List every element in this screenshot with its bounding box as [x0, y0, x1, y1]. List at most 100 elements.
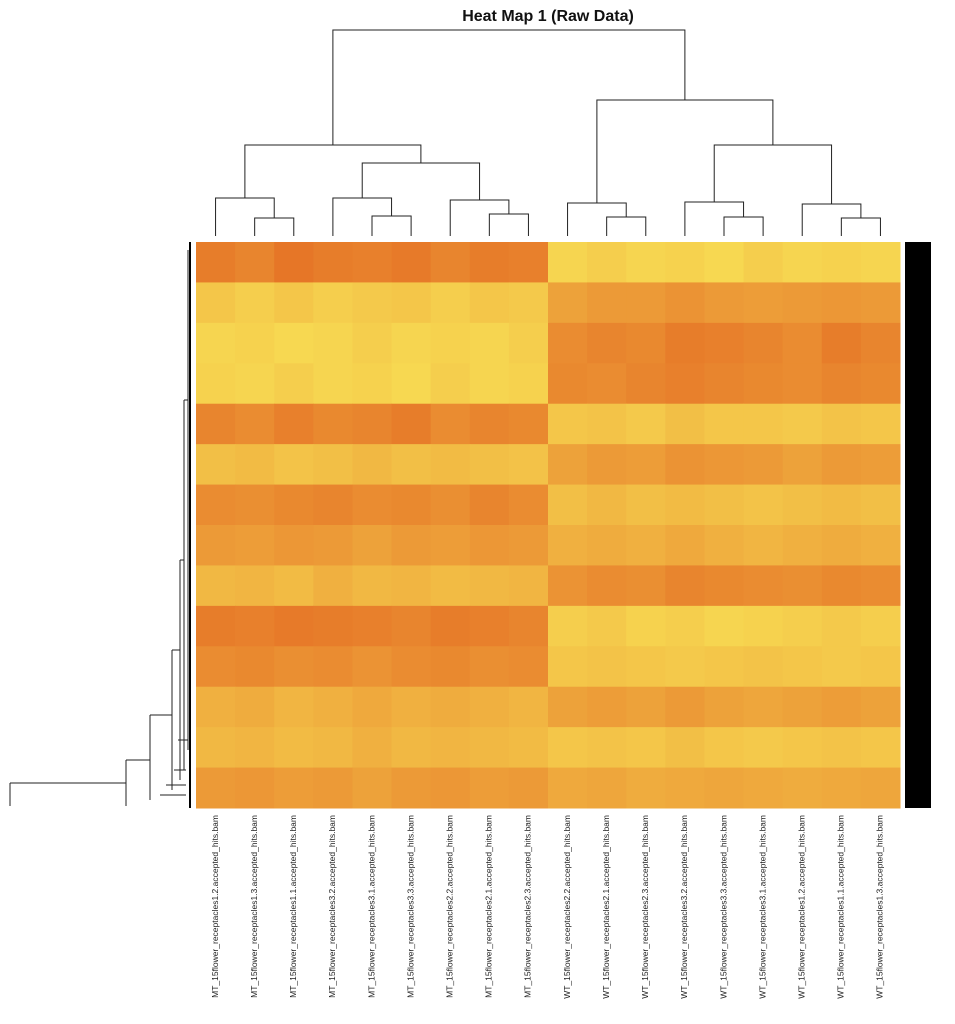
column-label: MT_15flower_receptacles3.1.accepted_hits… [366, 815, 376, 998]
heatmap-cell [548, 363, 588, 405]
heatmap-cell [469, 403, 510, 445]
heatmap-cell [548, 484, 588, 526]
heatmap-cell [235, 605, 275, 647]
column-labels: MT_15flower_receptacles1.2.accepted_hits… [210, 815, 885, 999]
heatmap-cell [508, 403, 549, 445]
heatmap-cell [391, 767, 432, 809]
heatmap-cell [626, 646, 666, 688]
heatmap-cell [508, 525, 549, 566]
heatmap-cell [743, 525, 784, 566]
heatmap-cell [352, 403, 393, 445]
heatmap-cell [548, 322, 588, 364]
heatmap-cell [274, 525, 314, 566]
heatmap-cell [235, 242, 275, 283]
heatmap-cell [430, 525, 471, 566]
heatmap-cell [587, 605, 627, 647]
heatmap-cell [782, 484, 823, 526]
heatmap-cell [469, 363, 510, 405]
heatmap-cell [665, 444, 705, 486]
heatmap-cell [313, 727, 353, 769]
heatmap-cell [743, 363, 784, 405]
heatmap-cell [391, 444, 432, 486]
heatmap-cell [548, 242, 588, 283]
heatmap-cell [391, 605, 432, 647]
heatmap-cell [313, 565, 353, 607]
heatmap-cell [860, 646, 901, 688]
heatmap-cell [626, 565, 666, 607]
heatmap-cell [704, 646, 745, 688]
heatmap-cell [352, 322, 393, 364]
heatmap-cell [508, 484, 549, 526]
heatmap-cell [587, 322, 627, 364]
heatmap-cell [821, 484, 862, 526]
heatmap-cell [430, 565, 471, 607]
heatmap-cell [782, 282, 823, 324]
heatmap-cell [391, 525, 432, 566]
heatmap-cell [469, 322, 510, 364]
heatmap-cell [704, 484, 745, 526]
heatmap-cell [274, 767, 314, 809]
heatmap-cell [274, 282, 314, 324]
heatmap-cell [860, 322, 901, 364]
heatmap-cell [782, 605, 823, 647]
column-dendrogram [215, 29, 881, 236]
heatmap-cell [235, 403, 275, 445]
heatmap-cell [626, 363, 666, 405]
heatmap-cell [704, 686, 745, 728]
heatmap-cell [860, 727, 901, 769]
heatmap-cell [782, 322, 823, 364]
heatmap-cell [743, 484, 784, 526]
heatmap-cell [196, 322, 236, 364]
heatmap-cell [821, 565, 862, 607]
heatmap-cell [235, 767, 275, 809]
heatmap-cell [587, 565, 627, 607]
heatmap-cell [430, 727, 471, 769]
heatmap-cell [430, 282, 471, 324]
heatmap-cell [743, 605, 784, 647]
heatmap-cell [274, 686, 314, 728]
heatmap-cell [235, 444, 275, 486]
heatmap-cell [782, 444, 823, 486]
heatmap-cell [235, 363, 275, 405]
heatmap-cell [587, 282, 627, 324]
heatmap-cell [782, 686, 823, 728]
heatmap-cell [704, 565, 745, 607]
column-label: MT_15flower_receptacles1.1.accepted_hits… [288, 815, 298, 998]
heatmap-cell [743, 403, 784, 445]
row-dendrogram [9, 250, 189, 806]
heatmap-cell [313, 322, 353, 364]
column-label: WT_15flower_receptacles2.1.accepted_hits… [601, 815, 611, 999]
heatmap-cell [665, 484, 705, 526]
heatmap-cell [782, 242, 823, 283]
heatmap-cell [469, 605, 510, 647]
heatmap-cell [821, 363, 862, 405]
heatmap-cell [782, 727, 823, 769]
heatmap-cell [196, 525, 236, 566]
heatmap-cell [626, 444, 666, 486]
heatmap-cell [352, 242, 393, 283]
heatmap-cell [391, 484, 432, 526]
heatmap-cell [235, 565, 275, 607]
heatmap-cell [352, 727, 393, 769]
heatmap-cell [313, 242, 353, 283]
heatmap-cell [508, 282, 549, 324]
heatmap-cell [352, 646, 393, 688]
heatmap-cell [743, 646, 784, 688]
heatmap-cell [508, 242, 549, 283]
heatmap-cell [352, 282, 393, 324]
heatmap-cell [196, 242, 236, 283]
heatmap-cell [782, 525, 823, 566]
heatmap-cell [274, 727, 314, 769]
heatmap-cell [821, 403, 862, 445]
heatmap-cell [196, 605, 236, 647]
column-label: MT_15flower_receptacles2.2.accepted_hits… [444, 815, 454, 998]
heatmap-cell [743, 242, 784, 283]
column-label: WT_15flower_receptacles3.3.accepted_hits… [718, 815, 728, 999]
heatmap-cell [626, 767, 666, 809]
heatmap-cell [821, 605, 862, 647]
heatmap-cell [391, 646, 432, 688]
heatmap-cell [196, 484, 236, 526]
heatmap-cell [548, 646, 588, 688]
heatmap-cell [743, 282, 784, 324]
heatmap-cell [626, 242, 666, 283]
